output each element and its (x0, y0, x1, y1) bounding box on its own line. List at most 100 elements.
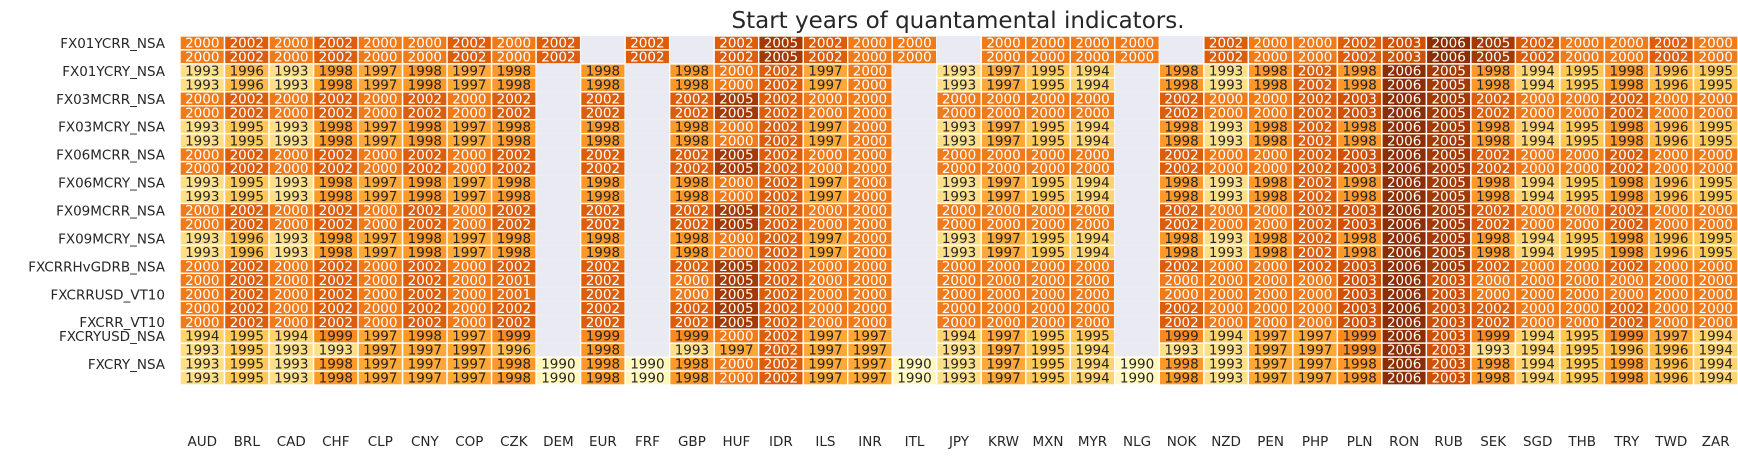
heatmap-cell-label: 2002 (764, 175, 798, 191)
heatmap-cell-label: 1998 (1342, 231, 1376, 247)
heatmap-cell-label: 2000 (452, 203, 486, 219)
x-tick-label: HUF (723, 434, 751, 450)
heatmap-cell-label: 2000 (1610, 273, 1644, 289)
heatmap-cell-label: 2000 (1075, 273, 1109, 289)
heatmap-cell-label: 2002 (408, 273, 442, 289)
heatmap-cell-label: 1998 (1164, 77, 1198, 93)
heatmap-cell-label: 2002 (764, 119, 798, 135)
x-tick-label: EUR (589, 434, 617, 450)
heatmap-cell-label: 2005 (719, 91, 753, 107)
heatmap-cell-empty (625, 161, 670, 176)
heatmap-cell-label: 2002 (1298, 119, 1332, 135)
heatmap-cell-label: 1993 (185, 133, 219, 149)
heatmap-cell-label: 1996 (230, 64, 264, 80)
heatmap-cell-label: 1993 (942, 77, 976, 93)
heatmap-cell-label: 2000 (1610, 50, 1644, 66)
heatmap-cell-label: 2000 (1031, 36, 1065, 52)
heatmap-cell-label: 1993 (942, 357, 976, 373)
heatmap-cell-label: 1990 (630, 371, 664, 387)
heatmap-cell-label: 1998 (1610, 189, 1644, 205)
heatmap-cell-label: 1998 (497, 245, 531, 261)
heatmap-cell-label: 2002 (319, 161, 353, 177)
y-tick-label: FXCRRHvGDRB_NSA (28, 259, 166, 275)
heatmap-cell-label: 2000 (1654, 273, 1688, 289)
heatmap-cell-label: 1998 (586, 119, 620, 135)
heatmap-cell-empty (536, 315, 581, 330)
heatmap-cell-label: 1998 (1476, 357, 1510, 373)
heatmap-cell-label: 1998 (1164, 231, 1198, 247)
heatmap-cell-label: 2000 (1565, 315, 1599, 331)
heatmap-cell-label: 2002 (586, 315, 620, 331)
heatmap-cell-label: 2000 (452, 147, 486, 163)
heatmap-cell-label: 1998 (408, 133, 442, 149)
heatmap-cell-label: 2000 (1031, 301, 1065, 317)
heatmap-cell-label: 2000 (1253, 217, 1287, 233)
heatmap-cell-label: 2000 (1120, 36, 1154, 52)
heatmap-cell-label: 2000 (363, 91, 397, 107)
heatmap-cell-label: 2002 (541, 50, 575, 66)
heatmap-cell-label: 2000 (986, 105, 1020, 121)
x-tick-label: CHF (322, 434, 349, 450)
heatmap-cell-label: 1997 (1253, 371, 1287, 387)
heatmap-cell-label: 1997 (452, 371, 486, 387)
heatmap-cell-label: 2002 (408, 287, 442, 303)
heatmap-cell-label: 2000 (408, 36, 442, 52)
heatmap-cell-label: 2000 (1699, 91, 1733, 107)
heatmap-cell-label: 2006 (1387, 175, 1421, 191)
heatmap-cell-label: 1998 (497, 231, 531, 247)
heatmap-cell-label: 1998 (675, 77, 709, 93)
heatmap-cell-label: 2006 (1387, 147, 1421, 163)
heatmap-cell-label: 1997 (986, 64, 1020, 80)
heatmap-cell-label: 2000 (185, 273, 219, 289)
heatmap-cell-label: 2002 (675, 91, 709, 107)
heatmap-cell-label: 2003 (1431, 273, 1465, 289)
heatmap-cell-label: 1999 (497, 329, 531, 345)
heatmap-cell-label: 1996 (1654, 189, 1688, 205)
heatmap-cell-label: 1996 (1654, 371, 1688, 387)
heatmap-cell-label: 1998 (1253, 231, 1287, 247)
heatmap-cell-label: 2002 (764, 91, 798, 107)
heatmap-cell-label: 1998 (586, 343, 620, 359)
heatmap-cell-label: 2000 (986, 161, 1020, 177)
heatmap-cell-label: 2002 (497, 161, 531, 177)
heatmap-cell-label: 2002 (808, 50, 842, 66)
heatmap-cell-label: 2000 (185, 203, 219, 219)
heatmap-cell-label: 2002 (319, 147, 353, 163)
heatmap-cell-empty (625, 175, 670, 190)
x-tick-label: PHP (1302, 434, 1328, 450)
heatmap-cell-label: 2000 (185, 315, 219, 331)
heatmap-cell-empty (580, 36, 626, 50)
heatmap-cell-label: 1997 (452, 343, 486, 359)
heatmap-cell-label: 1997 (408, 343, 442, 359)
heatmap-cell-label: 2006 (1387, 287, 1421, 303)
heatmap-cell-label: 2002 (675, 161, 709, 177)
heatmap-cell-label: 2000 (274, 301, 308, 317)
heatmap-cell-label: 2006 (1387, 161, 1421, 177)
heatmap-cell-label: 1998 (1342, 357, 1376, 373)
heatmap-cell-label: 2000 (1654, 217, 1688, 233)
heatmap-cell-empty (625, 287, 670, 302)
heatmap-cell-label: 2000 (1031, 203, 1065, 219)
heatmap-cell-label: 2000 (719, 371, 753, 387)
y-tick-labels: FX01YCRR_NSA FX01YCRY_NSA FX03MCRR_NSA FX03… (28, 36, 166, 373)
heatmap-cell-label: 2000 (1654, 301, 1688, 317)
heatmap-cell-label: 2000 (1654, 161, 1688, 177)
heatmap-cell-label: 1998 (1253, 133, 1287, 149)
heatmap-cell-label: 1999 (1610, 329, 1644, 345)
y-tick-label: FX06MCRR_NSA (56, 148, 166, 164)
heatmap-cell-label: 2002 (764, 147, 798, 163)
heatmap-cell-label: 2000 (853, 91, 887, 107)
heatmap-cell-label: 2000 (1521, 91, 1555, 107)
heatmap-cell-label: 2002 (497, 203, 531, 219)
heatmap-cell-label: 2000 (1209, 259, 1243, 275)
x-tick-label: CNY (411, 434, 440, 450)
heatmap-cell-label: 2006 (1387, 119, 1421, 135)
heatmap-cell-label: 1995 (1565, 64, 1599, 80)
heatmap-cell-label: 2002 (586, 105, 620, 121)
heatmap-cell-label: 2000 (942, 91, 976, 107)
heatmap-cell-label: 2000 (363, 315, 397, 331)
heatmap-cell-label: 1993 (942, 189, 976, 205)
heatmap-cell-label: 2000 (1521, 315, 1555, 331)
heatmap-cell-label: 2002 (230, 36, 264, 52)
heatmap-cell-label: 2005 (719, 203, 753, 219)
